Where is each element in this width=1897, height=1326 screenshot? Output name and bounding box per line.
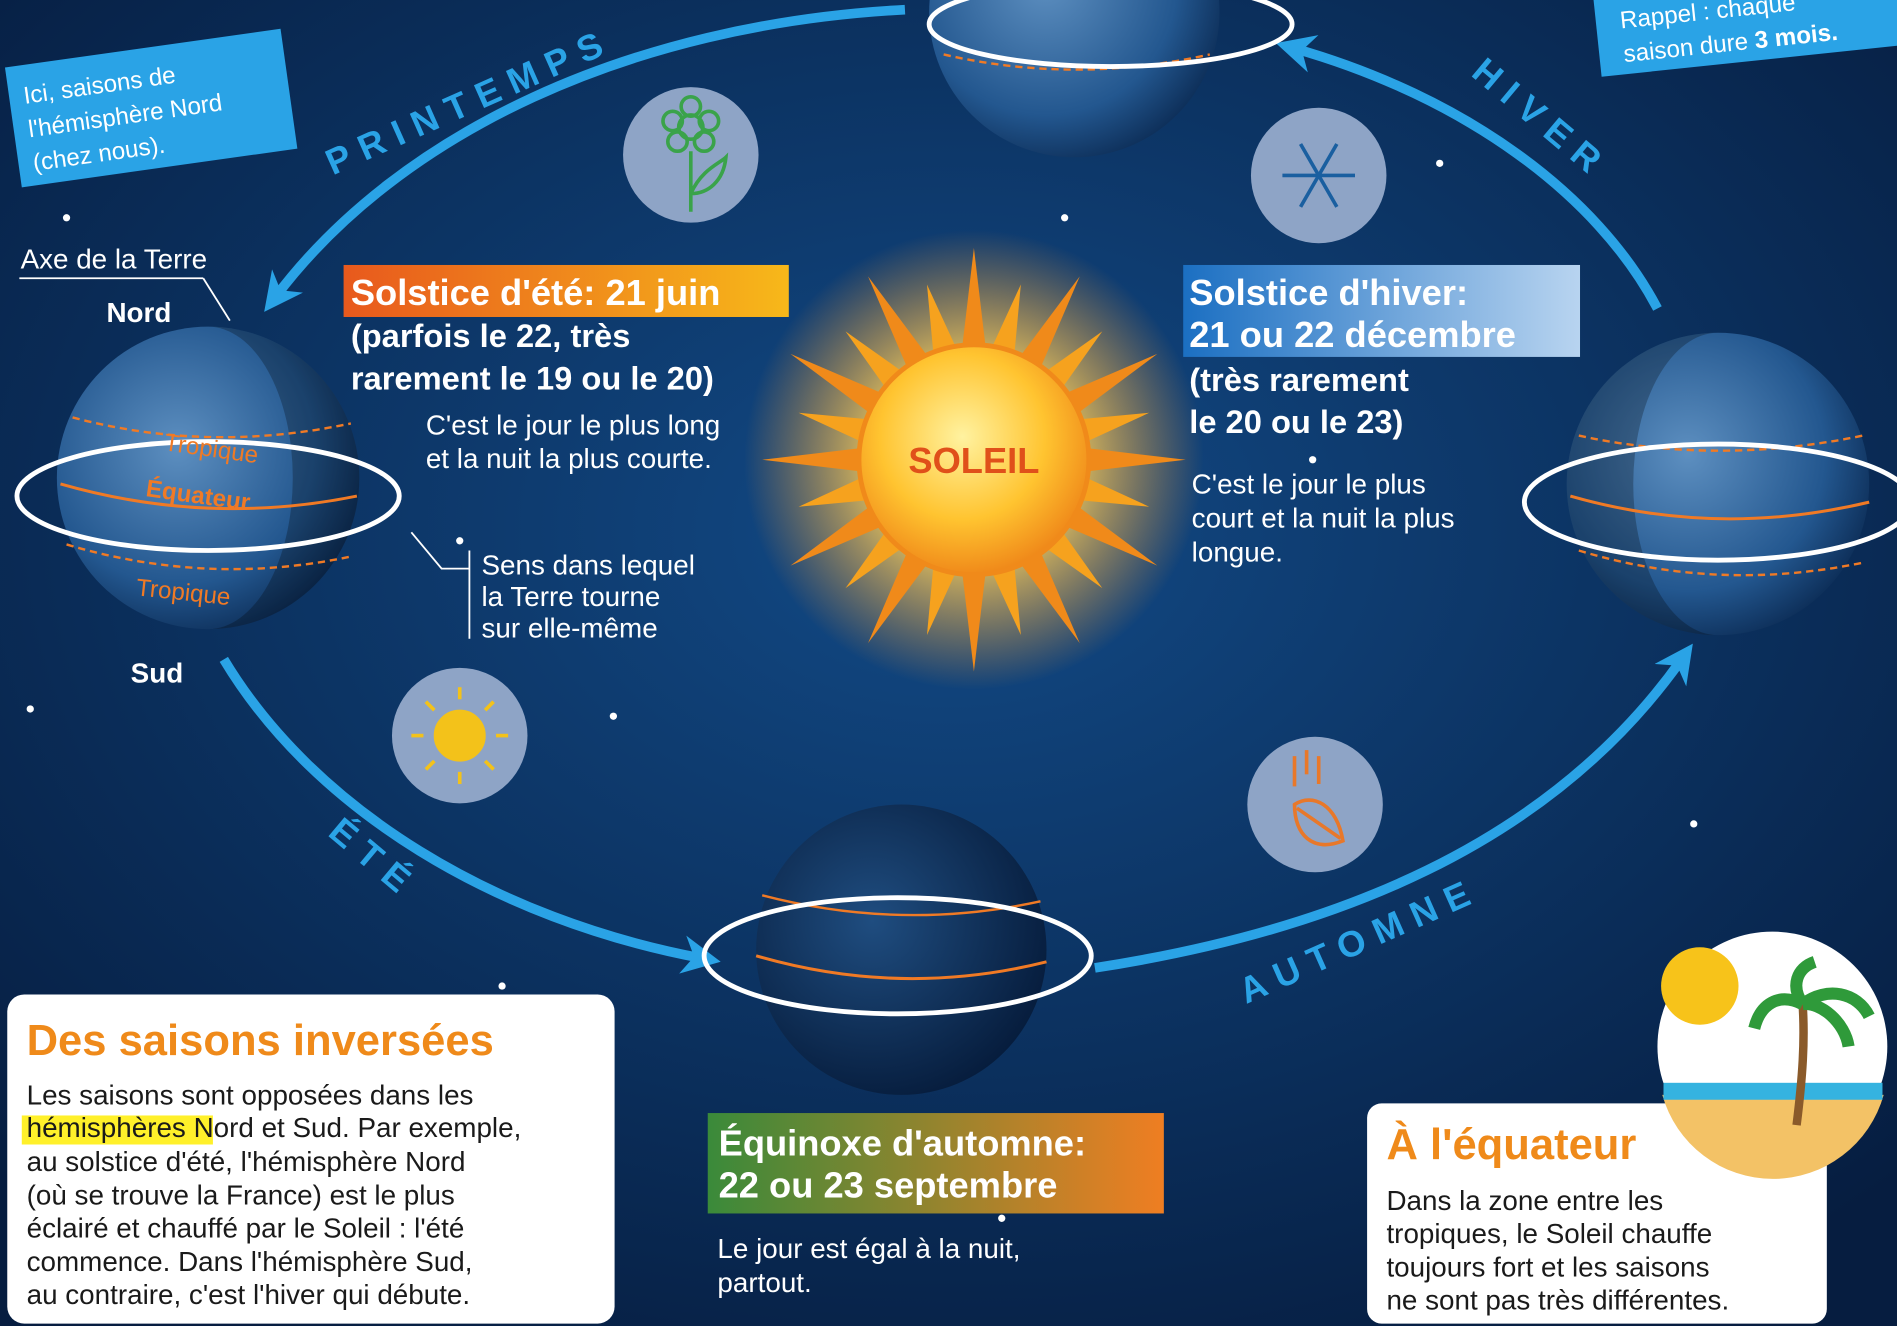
- star: [1061, 214, 1068, 221]
- text-line: C'est le jour le plus: [1192, 469, 1426, 500]
- box-text: au solstice d'été, l'hémisphère Nord(où …: [27, 1146, 473, 1310]
- text-line: au solstice d'été, l'hémisphère Nord: [27, 1146, 466, 1177]
- text-line: court et la nuit la plus: [1192, 503, 1455, 534]
- text-line: (où se trouve la France) est le plus: [27, 1179, 455, 1210]
- solstice-title: Solstice d'hiver:21 ou 22 décembre: [1189, 272, 1516, 355]
- page: Les saisons { "notes": { "left": ["Ici, …: [0, 0, 1897, 1326]
- star: [1690, 820, 1697, 827]
- text-line: la Terre tourne: [482, 581, 661, 612]
- box-line: hémisphères Nord et Sud. Par exemple,: [27, 1112, 522, 1143]
- text-line: (parfois le 22, très: [351, 317, 631, 354]
- earth: [756, 805, 1046, 1095]
- body: PRINTEMPS HIVER ÉTÉ AUTOMNE Axe de la Te…: [0, 0, 1897, 1326]
- star: [1436, 160, 1443, 167]
- text-line: partout.: [717, 1267, 811, 1298]
- text-line: 22 ou 23 septembre: [719, 1165, 1058, 1206]
- text-line: et la nuit la plus courte.: [426, 443, 712, 474]
- text-line: Équinoxe d'automne:: [719, 1122, 1086, 1163]
- text-line: Sens dans lequel: [482, 550, 695, 581]
- star: [63, 214, 70, 221]
- text-line: 21 ou 22 décembre: [1189, 314, 1516, 355]
- star: [1309, 456, 1316, 463]
- highlight-word: hémisphères: [27, 1112, 186, 1143]
- text-line: Solstice d'hiver:: [1189, 272, 1468, 313]
- text-line: le 20 ou le 23): [1189, 403, 1403, 440]
- box-title: Des saisons inversées: [27, 1017, 494, 1065]
- star: [610, 713, 617, 720]
- text-line: au contraire, c'est l'hiver qui débute.: [27, 1279, 471, 1310]
- sun-label: SOLEIL: [908, 440, 1039, 481]
- equinox-title: Équinoxe d'automne:22 ou 23 septembre: [719, 1122, 1086, 1205]
- star: [456, 537, 463, 544]
- star: [498, 982, 505, 989]
- text-line: toujours fort et les saisons: [1386, 1251, 1709, 1282]
- box-line: Les saisons sont opposées dans les: [27, 1080, 474, 1111]
- text-line: ne sont pas très différentes.: [1386, 1285, 1729, 1316]
- infographic: PRINTEMPS HIVER ÉTÉ AUTOMNE Axe de la Te…: [0, 0, 1897, 1326]
- solstice-title: Solstice d'été: 21 juin: [351, 272, 721, 313]
- axis-label: Axe de la Terre: [21, 244, 208, 275]
- box-line-rest: Nord et Sud. Par exemple,: [186, 1112, 521, 1143]
- star: [998, 1215, 1005, 1222]
- text-line: éclairé et chauffé par le Soleil : l'été: [27, 1213, 465, 1244]
- leaf-icon: [1247, 737, 1383, 873]
- text-line: Le jour est égal à la nuit,: [717, 1233, 1020, 1264]
- south-label: Sud: [131, 657, 184, 688]
- text-line: (très rarement: [1189, 361, 1409, 398]
- text-line: rarement le 19 ou le 20): [351, 360, 714, 397]
- text-line: tropiques, le Soleil chauffe: [1386, 1218, 1712, 1249]
- text-line: commence. Dans l'hémisphère Sud,: [27, 1246, 473, 1277]
- star: [27, 705, 34, 712]
- text-line: longue.: [1192, 536, 1283, 567]
- box-title: À l'équateur: [1386, 1119, 1636, 1169]
- text-line: Dans la zone entre les: [1386, 1185, 1663, 1216]
- text-line: C'est le jour le plus long: [426, 409, 720, 440]
- text-line: sur elle-même: [482, 613, 658, 644]
- north-label: Nord: [106, 297, 171, 328]
